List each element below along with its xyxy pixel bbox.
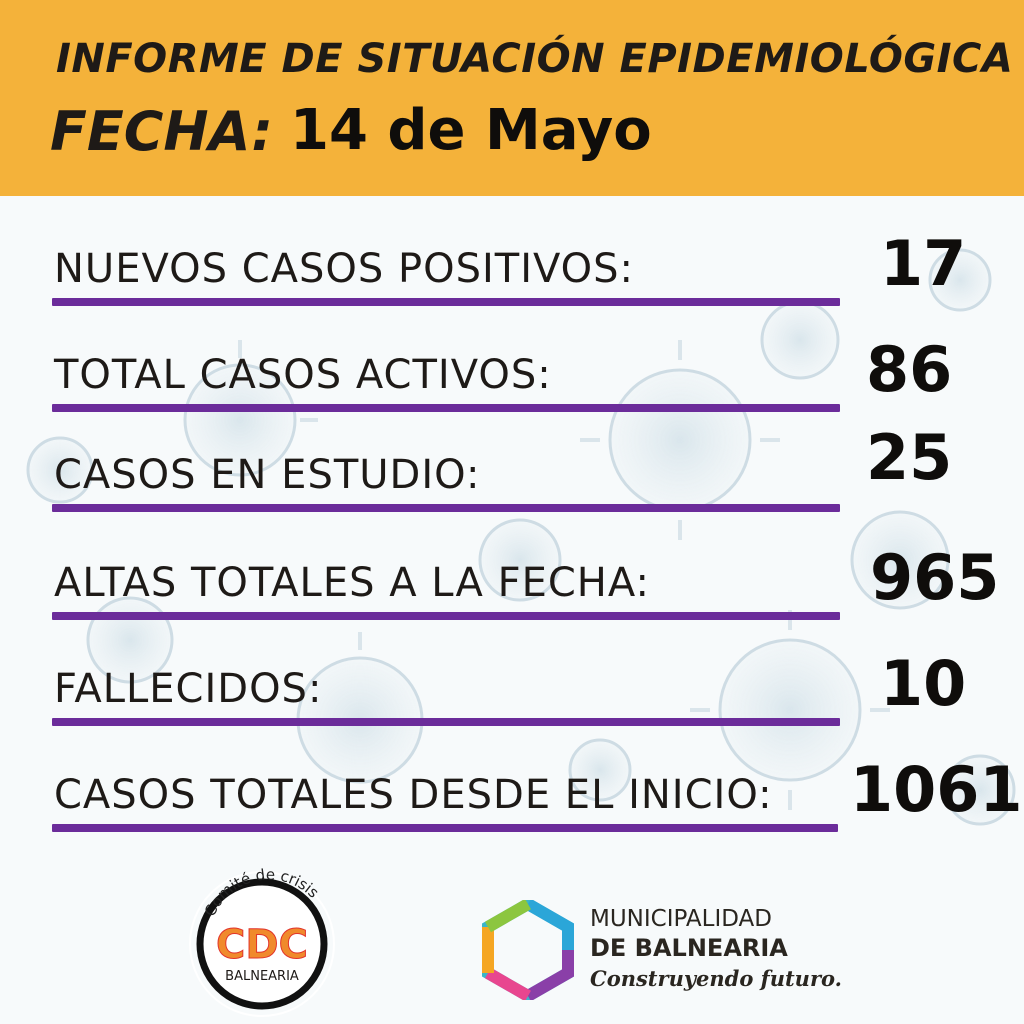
stat-row-deaths: FALLECIDOS: 10 (0, 646, 1024, 726)
stat-row-active-cases: TOTAL CASOS ACTIVOS: 86 (0, 332, 1024, 412)
stat-label: CASOS TOTALES DESDE EL INICIO: (54, 772, 773, 818)
header-banner: INFORME DE SITUACIÓN EPIDEMIOLÓGICA FECH… (0, 0, 1024, 196)
stat-value: 17 (880, 227, 967, 300)
footer-logos: Comité de crisis CDC BALNEARIA MUNICIPAL… (0, 840, 1024, 1024)
stat-row-new-cases: NUEVOS CASOS POSITIVOS: 17 (0, 226, 1024, 306)
cdc-crisis-committee-logo: Comité de crisis CDC BALNEARIA (189, 866, 335, 1017)
cdc-subtitle: BALNEARIA (225, 969, 299, 984)
stat-label: TOTAL CASOS ACTIVOS: (54, 352, 552, 398)
stat-value: 10 (880, 647, 967, 720)
stat-underline (52, 404, 840, 412)
stat-row-cases-under-study: CASOS EN ESTUDIO: 25 (0, 421, 1024, 512)
municipality-hexagon-icon (482, 900, 574, 1000)
date-label: FECHA: (50, 100, 273, 163)
stat-underline (52, 504, 840, 512)
stat-underline (52, 718, 840, 726)
stat-underline (52, 824, 838, 832)
report-title: INFORME DE SITUACIÓN EPIDEMIOLÓGICA (56, 36, 1014, 82)
stat-underline (52, 298, 840, 306)
stat-value: 965 (870, 541, 1000, 614)
municipality-name-line1: MUNICIPALIDAD (590, 906, 772, 932)
date-value: 14 de Mayo (290, 98, 652, 163)
stat-label: ALTAS TOTALES A LA FECHA: (54, 560, 650, 606)
municipality-name-line2: DE BALNEARIA (590, 934, 788, 962)
stat-value: 25 (866, 421, 953, 494)
stat-row-total-cases: CASOS TOTALES DESDE EL INICIO: 1061 (0, 752, 1024, 832)
stat-label: FALLECIDOS: (54, 666, 323, 712)
stat-label: NUEVOS CASOS POSITIVOS: (54, 246, 635, 292)
stat-label: CASOS EN ESTUDIO: (54, 452, 481, 498)
cdc-letters: CDC (216, 922, 308, 968)
stat-underline (52, 612, 840, 620)
stat-value: 86 (866, 333, 953, 406)
municipality-slogan: Construyendo futuro. (590, 966, 842, 991)
stat-row-total-discharges: ALTAS TOTALES A LA FECHA: 965 (0, 540, 1024, 620)
stat-value: 1061 (850, 753, 1023, 826)
